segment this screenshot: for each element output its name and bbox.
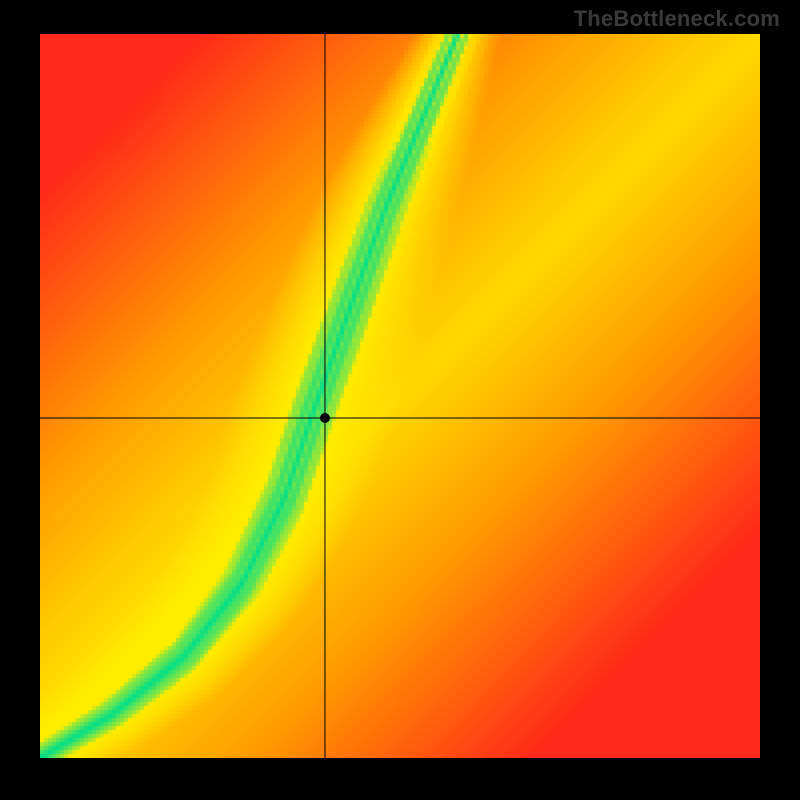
chart-root: TheBottleneck.com (0, 0, 800, 800)
watermark-text: TheBottleneck.com (574, 6, 780, 32)
heatmap-canvas (40, 34, 760, 758)
